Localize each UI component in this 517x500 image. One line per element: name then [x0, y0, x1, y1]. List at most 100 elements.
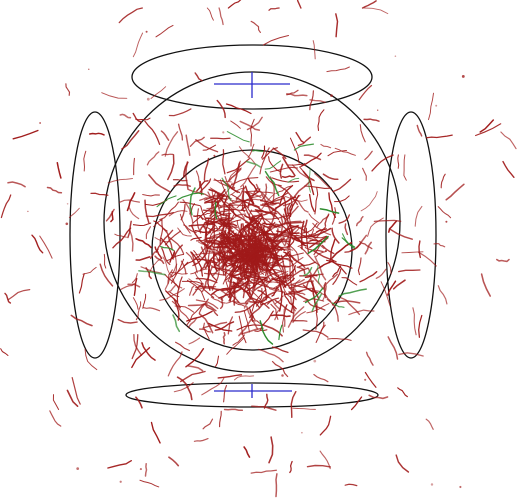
core-trail-468 [243, 275, 255, 285]
core-trail-209 [176, 276, 183, 303]
halo-trail-31 [176, 376, 193, 401]
core-trail-115 [206, 304, 217, 312]
core-trail-265 [319, 259, 335, 269]
bottom-ring-outline [125, 382, 379, 408]
core-trail-548 [225, 250, 229, 275]
halo-trail-24 [202, 418, 214, 430]
halo-trail-9 [227, 0, 242, 9]
core-trail-892 [240, 249, 262, 260]
core-trail-877 [282, 156, 296, 177]
core-trail-694 [200, 205, 208, 225]
core-trail-881 [220, 221, 243, 238]
core-trail-152 [294, 287, 315, 293]
core-trail-843 [262, 222, 281, 228]
core-trail-172 [302, 329, 329, 338]
halo-trail-95 [334, 147, 356, 156]
halo-trail-119 [31, 234, 44, 254]
core-trail-536 [270, 314, 291, 318]
halo-trail-51 [479, 119, 495, 133]
speck-28 [145, 30, 148, 33]
halo-trail-38 [365, 351, 374, 366]
core-trail-891 [265, 270, 289, 287]
core-trail-378 [232, 283, 249, 295]
core-trail-591 [203, 230, 208, 255]
core-trail-767 [211, 188, 222, 208]
core-trail-809 [238, 237, 247, 252]
core-trail-284 [326, 298, 339, 322]
left-ring-outline [69, 111, 121, 359]
halo-trail-84 [306, 464, 332, 468]
halo-trail-17 [65, 83, 71, 96]
core-trail-314 [314, 172, 332, 190]
core-trail-824 [364, 241, 372, 255]
green-trail-11 [264, 160, 282, 170]
green-trail-14 [221, 177, 232, 202]
halo-trail-45 [135, 396, 143, 409]
core-trail-716 [338, 214, 351, 224]
halo-trail-128 [52, 394, 60, 410]
crosshair-group [214, 72, 292, 398]
core-trail-768 [201, 266, 213, 293]
core-trail-15 [229, 187, 245, 196]
halo-trail-50 [160, 130, 170, 141]
core-trail-646 [228, 276, 240, 302]
halo-trail-54 [360, 191, 378, 212]
core-trail-846 [194, 258, 218, 264]
halo-trail-85 [335, 13, 339, 38]
halo-trail-136 [358, 84, 373, 101]
core-trail-100 [287, 267, 309, 282]
core-trail-681 [144, 199, 150, 224]
halo-trail-78 [39, 235, 53, 259]
green-trail-7 [331, 302, 345, 308]
core-trail-826 [273, 233, 290, 238]
core-trail-139 [271, 360, 289, 378]
core-trail-438 [340, 297, 361, 316]
core-trail-155 [308, 193, 315, 213]
core-trail-51 [344, 223, 349, 236]
core-trail-641 [253, 275, 267, 279]
core-trail-795 [242, 265, 250, 278]
halo-trail-14 [437, 206, 452, 219]
halo-trail-132 [387, 336, 399, 360]
halo-trail-37 [141, 342, 156, 361]
halo-trail-41 [46, 186, 63, 194]
core-trail-741 [282, 213, 294, 240]
core-trail-398 [170, 261, 189, 278]
core-trail-346 [196, 180, 209, 192]
core-trail-182 [132, 222, 152, 227]
core-trail-367 [300, 152, 322, 168]
core-trail-656 [162, 256, 174, 278]
core-trail-852 [154, 255, 165, 265]
halo-trail-35 [500, 131, 517, 150]
core-trail-459 [433, 243, 446, 248]
core-trail-725 [295, 198, 309, 213]
halo-trail-79 [193, 438, 209, 442]
green-trail-23 [303, 266, 313, 277]
core-trail-355 [388, 220, 398, 233]
halo-trail-48 [7, 181, 26, 188]
halo-trail-83 [371, 154, 394, 172]
green-trail-13 [226, 131, 250, 143]
core-trail-837 [117, 318, 138, 324]
speck-20 [459, 485, 462, 489]
core-trail-544 [268, 156, 282, 173]
halo-trail-87 [83, 150, 87, 172]
speck-2 [146, 97, 150, 101]
core-trail-668 [250, 212, 263, 225]
core-trail-874 [258, 243, 266, 265]
core-trail-164 [284, 256, 304, 268]
core-trail-238 [359, 240, 373, 250]
halo-trail-0 [168, 108, 192, 117]
core-trail-777 [198, 313, 214, 334]
core-trail-896 [263, 257, 289, 267]
core-trail-46 [148, 174, 171, 193]
core-trail-547 [287, 163, 306, 166]
core-trail-890 [120, 283, 136, 290]
core-trail-818 [221, 218, 226, 234]
halo-trail-1 [425, 134, 453, 139]
core-trail-867 [225, 245, 234, 269]
core-trail-686 [284, 195, 308, 202]
halo-trail-114 [387, 280, 397, 296]
halo-trail-127 [128, 228, 134, 252]
core-trail-660 [82, 266, 97, 275]
